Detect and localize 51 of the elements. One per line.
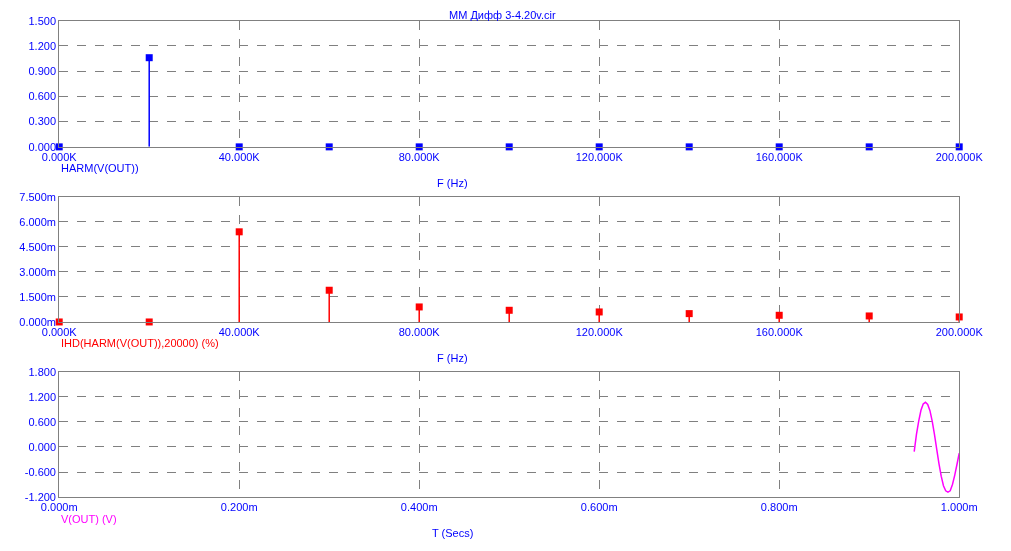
x-tick-label: 200.000K [935, 151, 984, 164]
x-tick-label: 0.400m [400, 501, 438, 514]
x-tick-label: 0.600m [580, 501, 618, 514]
x-tick-label: 160.000K [755, 326, 804, 339]
point [415, 303, 423, 311]
series-label: HARM(V(OUT)) [61, 162, 139, 174]
y-tick-label: 0.600 [28, 90, 57, 103]
x-axis-title: F (Hz) [437, 177, 468, 189]
line-series [913, 401, 960, 493]
x-tick-label: 80.000K [398, 151, 441, 164]
x-tick-label: 40.000K [218, 151, 261, 164]
point [505, 306, 513, 314]
y-tick-label: 0.000 [28, 440, 57, 453]
x-tick-label: 0.800m [760, 501, 798, 514]
text: V(OUT) (V) [61, 513, 117, 525]
y-tick-label: 1.200 [28, 39, 57, 52]
x-tick-label: 120.000K [575, 151, 624, 164]
y-tick-label: 1.800 [28, 365, 57, 378]
x-tick-label: 160.000K [755, 151, 804, 164]
y-tick-label: 0.000m [19, 315, 57, 328]
point [145, 318, 153, 326]
x-tick-label: 0.000m [40, 501, 78, 514]
x-tick-label: 0.200m [220, 501, 258, 514]
y-tick-label: 7.500m [19, 190, 57, 203]
x-axis-title: T (Secs) [432, 527, 474, 539]
x-tick-label: 0.000K [41, 326, 78, 339]
y-tick-label: 1.200 [28, 390, 57, 403]
point [595, 308, 603, 316]
x-tick-label: 0.000K [41, 151, 78, 164]
y-tick-label: 4.500m [19, 240, 57, 253]
y-tick-label: -0.600 [24, 465, 57, 478]
y-tick-label: 0.900 [28, 65, 57, 77]
x-tick-label: 120.000K [575, 326, 624, 339]
series-label: IHD(HARM(V(OUT)),20000) (%) [61, 337, 219, 349]
x-tick-label: 200.000K [935, 326, 984, 339]
x-tick-label: 1.000m [940, 501, 978, 514]
point [325, 286, 333, 294]
chart-title: MM Дифф 3-4.20v.cir [449, 9, 557, 21]
point [235, 228, 243, 236]
x-tick-label: 80.000K [398, 326, 441, 339]
y-tick-label: 1.500 [28, 14, 57, 27]
y-tick-label: 0.300 [28, 115, 57, 128]
x-axis-title: F (Hz) [437, 352, 468, 364]
x-tick-label: 40.000K [218, 326, 261, 339]
y-tick-label: 0.600 [28, 415, 57, 428]
y-tick-label: 3.000m [19, 265, 57, 278]
y-tick-label: 0.000 [28, 140, 57, 153]
y-tick-label: 6.000m [19, 215, 57, 228]
y-tick-label: 1.500m [19, 290, 57, 303]
point [685, 310, 693, 318]
y-tick-label: -1.200 [24, 490, 57, 503]
